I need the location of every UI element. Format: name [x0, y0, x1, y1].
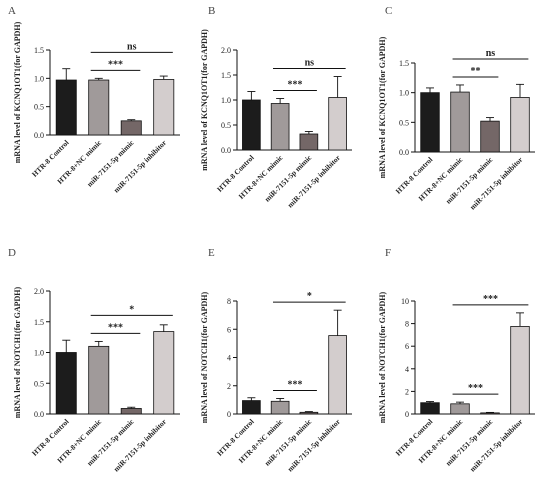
- y-tick-label: 1.0: [34, 349, 44, 358]
- significance-label: ***: [287, 80, 302, 91]
- y-axis-label: mRNA level of KCNQ1OT1(for GAPDH): [13, 21, 22, 163]
- bar: [88, 79, 110, 136]
- y-axis-label: mRNA level of NOTCH1(for GAPDH): [378, 291, 387, 423]
- bar: [242, 99, 261, 151]
- bar: [270, 400, 290, 415]
- bar: [510, 326, 530, 415]
- y-axis-label: mRNA level of NOTCH1(for GAPDH): [13, 286, 22, 418]
- bar: [242, 400, 261, 415]
- chart-panel-b: B 0.0 0.5 1.0 1.5 2.0 mRNA level of KCNQ1OT1(f…: [200, 5, 352, 210]
- y-tick-label: 1.5: [399, 59, 409, 68]
- y-tick-label: 1.5: [34, 318, 44, 327]
- x-tick-label: miR-7151-5p inhibitor: [468, 155, 525, 212]
- x-tick-label: miR-7151-5p inhibitor: [286, 153, 343, 210]
- panel-letter: E: [208, 247, 215, 259]
- chart-panel-a: A 0.0 0.5 1.0 1.5 mRNA level of KCNQ1OT1(for …: [8, 5, 180, 195]
- bar: [328, 335, 347, 415]
- y-axis-label: mRNA level of KCNQ1OT1(for GAPDH): [378, 36, 387, 178]
- bar: [120, 120, 142, 136]
- significance-label: **: [470, 66, 480, 77]
- bar: [88, 345, 110, 415]
- y-tick-label: 1.0: [34, 74, 44, 83]
- bar: [450, 91, 470, 153]
- y-axis-label: mRNA level of KCNQ1OT1(for GAPDH): [200, 29, 209, 171]
- y-tick-label: 0.0: [221, 146, 231, 155]
- bar: [420, 92, 440, 153]
- bar: [55, 79, 77, 136]
- bar: [153, 79, 175, 136]
- significance-label: ***: [108, 322, 123, 333]
- y-tick-label: 2: [405, 387, 409, 396]
- y-tick-label: 8: [227, 297, 231, 306]
- bar: [120, 408, 142, 415]
- y-tick-label: 0: [405, 410, 409, 419]
- x-tick-label: miR-7151-5p inhibitor: [468, 417, 525, 474]
- y-tick-label: 0.5: [221, 121, 231, 130]
- significance-label: ns: [486, 48, 496, 59]
- panel-letter: D: [8, 247, 16, 259]
- y-tick-label: 0.5: [34, 103, 44, 112]
- y-tick-label: 2: [227, 382, 231, 391]
- significance-label: *: [307, 291, 312, 302]
- significance-label: ***: [108, 59, 123, 70]
- significance-label: ns: [305, 58, 315, 69]
- panel-letter: C: [385, 5, 392, 17]
- y-tick-label: 10: [401, 297, 409, 306]
- chart-panel-c: C 0.0 0.5 1.0 1.5 mRNA level of KCNQ1OT1(for …: [378, 5, 535, 212]
- y-tick-label: 0.0: [34, 410, 44, 419]
- bar: [299, 133, 319, 151]
- y-tick-label: 1.0: [399, 89, 409, 98]
- significance-label: ***: [468, 383, 483, 394]
- bar: [450, 403, 470, 415]
- bar: [510, 97, 530, 153]
- bar: [153, 331, 175, 415]
- bar: [270, 103, 290, 151]
- y-tick-label: 0.0: [399, 148, 409, 157]
- significance-label: ***: [483, 294, 498, 305]
- y-tick-label: 1.5: [221, 71, 231, 80]
- bar: [55, 352, 77, 415]
- panel-letter: B: [208, 5, 215, 17]
- y-tick-label: 1.0: [221, 96, 231, 105]
- y-tick-label: 0: [227, 410, 231, 419]
- significance-label: ***: [287, 379, 302, 390]
- y-tick-label: 0.5: [399, 118, 409, 127]
- y-tick-label: 0.0: [34, 131, 44, 140]
- y-tick-label: 6: [405, 342, 409, 351]
- y-tick-label: 6: [227, 325, 231, 334]
- bar: [480, 412, 500, 415]
- bar: [299, 411, 319, 415]
- x-tick-label: miR-7151-5p inhibitor: [286, 417, 343, 474]
- y-axis-label: mRNA level of NOTCH1(for GAPDH): [200, 291, 209, 423]
- y-tick-label: 2.0: [221, 46, 231, 55]
- y-tick-label: 0.5: [34, 379, 44, 388]
- y-tick-label: 1.5: [34, 46, 44, 55]
- y-tick-label: 4: [405, 365, 409, 374]
- y-tick-label: 2.0: [34, 287, 44, 296]
- significance-label: *: [129, 304, 134, 315]
- panel-letter: F: [385, 247, 391, 259]
- panel-letter: A: [8, 5, 16, 17]
- significance-label: ns: [127, 41, 137, 52]
- chart-panel-d: D 0.0 0.5 1.0 1.5 2.0 mRNA level of NOTCH1(for…: [8, 247, 180, 474]
- bar: [480, 120, 500, 153]
- bar: [328, 97, 347, 151]
- bar: [420, 402, 440, 415]
- y-tick-label: 4: [227, 354, 231, 363]
- y-tick-label: 8: [405, 320, 409, 329]
